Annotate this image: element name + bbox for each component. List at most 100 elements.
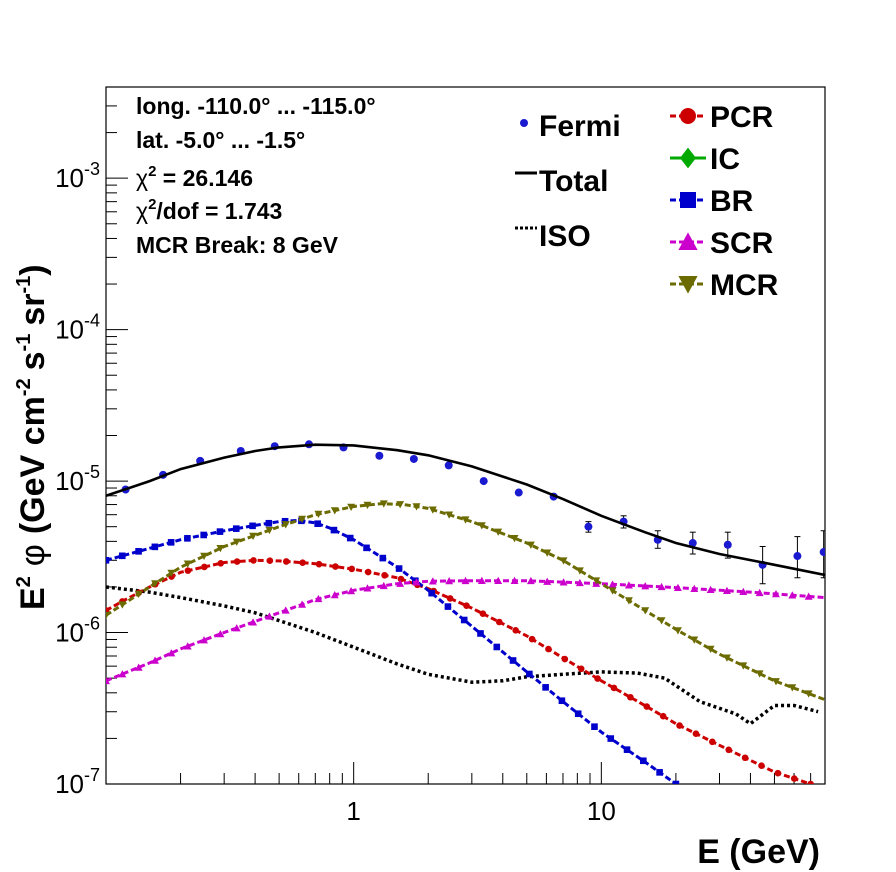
data-point-fermi	[444, 461, 453, 470]
series-marker-pcr	[610, 684, 618, 692]
series-marker-scr	[494, 576, 503, 584]
series-marker-mcr	[445, 511, 454, 519]
series-marker-br	[346, 534, 354, 542]
series-marker-mcr	[118, 601, 127, 609]
info-chi2-dof: χ2/dof = 1.743	[136, 196, 282, 224]
series-marker-mcr	[200, 552, 209, 561]
series-marker-mcr	[706, 645, 715, 654]
series-marker-mcr	[379, 500, 388, 508]
series-line-total	[106, 443, 825, 577]
series-marker-scr	[232, 624, 241, 632]
data-point-fermi	[793, 552, 802, 561]
series-marker-scr	[788, 591, 797, 599]
series-marker-mcr	[298, 515, 307, 524]
series-marker-pcr	[692, 730, 700, 737]
series-marker-pcr	[561, 655, 569, 663]
series-marker-mcr	[592, 577, 601, 585]
series-marker-br	[200, 531, 207, 539]
series-marker-scr	[347, 586, 356, 595]
series-marker-pcr	[201, 563, 208, 571]
series-marker-scr	[575, 578, 584, 587]
series-marker-scr	[106, 676, 110, 685]
series-marker-pcr	[790, 775, 798, 782]
series-marker-scr	[477, 576, 486, 584]
legend-marker-ic	[680, 147, 696, 169]
series-pcr	[106, 557, 814, 784]
series-marker-br	[428, 589, 435, 597]
series-marker-mcr	[657, 617, 666, 625]
series-marker-br	[184, 535, 191, 542]
series-line-pcr	[106, 558, 812, 784]
series-marker-mcr	[575, 567, 584, 575]
series-marker-br	[558, 697, 566, 705]
series-marker-mcr	[641, 607, 650, 615]
series-marker-pcr	[577, 665, 585, 673]
series-line-scr	[106, 579, 825, 683]
legend-marker-fermi	[520, 119, 528, 127]
y-tick-label: 10-4	[55, 311, 100, 345]
series-marker-pcr	[184, 567, 192, 574]
series-marker-br	[379, 554, 387, 562]
y-tick-labels: 10-7 10-6 10-5 10-4 10-3	[55, 159, 100, 799]
series-marker-mcr	[739, 662, 748, 670]
series-marker-pcr	[545, 645, 552, 653]
legend-label-scr: SCR	[710, 227, 774, 260]
series-marker-scr	[200, 636, 209, 644]
series-layer	[106, 440, 825, 784]
series-marker-scr	[265, 612, 274, 620]
series-marker-pcr	[758, 762, 765, 770]
series-marker-pcr	[643, 703, 651, 710]
series-marker-br	[330, 526, 338, 534]
series-marker-pcr	[250, 557, 257, 564]
info-mcr-break: MCR Break: 8 GeV	[136, 232, 339, 258]
series-marker-scr	[657, 582, 666, 591]
series-marker-scr	[183, 642, 192, 650]
series-marker-mcr	[755, 670, 764, 678]
series-marker-mcr	[151, 580, 159, 588]
series-marker-pcr	[627, 693, 634, 701]
series-marker-br	[460, 616, 468, 624]
series-marker-mcr	[772, 678, 780, 686]
series-marker-pcr	[463, 602, 470, 610]
y-tick-label: 10-6	[55, 614, 100, 648]
series-marker-mcr	[265, 526, 274, 535]
series-marker-mcr	[428, 506, 437, 514]
series-marker-mcr	[608, 587, 617, 595]
series-marker-mcr	[330, 507, 339, 515]
series-marker-pcr	[266, 557, 274, 564]
series-marker-br	[249, 522, 256, 530]
info-chi2: χ2 = 26.146	[136, 163, 253, 191]
series-iso	[106, 585, 819, 726]
series-scr	[106, 576, 825, 685]
series-marker-br	[509, 657, 517, 664]
series-marker-scr	[755, 588, 764, 597]
series-marker-mcr	[559, 557, 568, 565]
data-point-fermi	[819, 548, 825, 557]
series-marker-scr	[722, 586, 731, 594]
series-marker-pcr	[479, 610, 487, 618]
series-marker-pcr	[233, 558, 241, 565]
series-marker-br	[542, 684, 549, 691]
series-marker-mcr	[249, 532, 258, 541]
y-axis-title: E2φ(GeV cm-2s-1sr-1)	[13, 264, 52, 610]
series-marker-pcr	[381, 571, 388, 579]
series-marker-br	[656, 769, 663, 776]
series-marker-pcr	[774, 769, 782, 777]
series-marker-br	[591, 723, 598, 730]
series-marker-br	[314, 520, 321, 528]
series-marker-scr	[118, 670, 127, 678]
series-marker-pcr	[709, 738, 716, 746]
series-line-iso	[106, 585, 819, 726]
series-marker-br	[167, 539, 175, 546]
series-marker-scr	[330, 590, 339, 599]
series-marker-mcr	[543, 549, 552, 557]
x-tick-labels: 1 10	[346, 796, 615, 826]
series-marker-mcr	[183, 560, 192, 568]
series-marker-mcr	[281, 521, 290, 529]
series-marker-scr	[314, 594, 323, 603]
series-marker-pcr	[299, 559, 306, 567]
series-marker-pcr	[594, 675, 601, 682]
series-marker-scr	[543, 577, 552, 585]
series-marker-scr	[249, 618, 258, 626]
series-marker-scr	[379, 581, 388, 590]
